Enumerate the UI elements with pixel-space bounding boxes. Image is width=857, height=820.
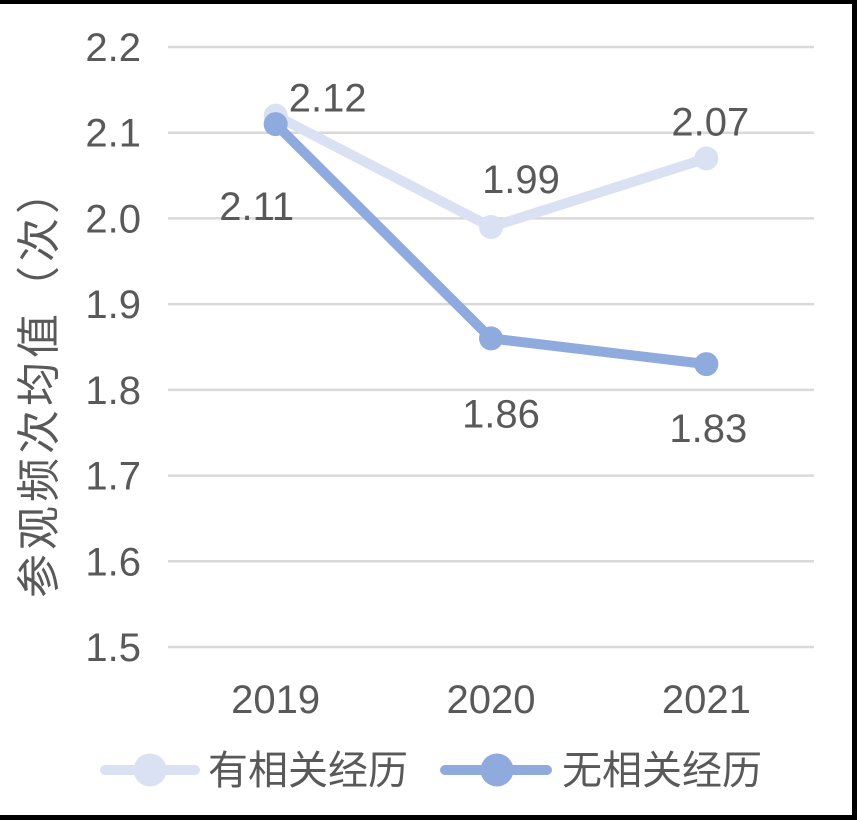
legend: 有相关经历 无相关经历 bbox=[100, 749, 762, 793]
y-tick-label: 2.2 bbox=[85, 26, 141, 70]
data-label: 2.11 bbox=[219, 185, 294, 229]
legend-label: 无相关经历 bbox=[562, 749, 762, 793]
data-labels-group: 2.12 1.99 2.07 2.11 1.86 1.83 bbox=[219, 77, 749, 452]
y-axis-title: 参观频次均值（次） bbox=[15, 166, 64, 598]
data-point bbox=[694, 146, 719, 171]
x-axis-label: 2021 bbox=[662, 678, 751, 722]
y-tick-label: 1.8 bbox=[85, 369, 141, 413]
data-label: 1.83 bbox=[669, 407, 747, 451]
y-axis-tick-labels: 2.2 2.1 2.0 1.9 1.8 1.7 1.6 1.5 bbox=[85, 26, 141, 670]
y-tick-label: 2.0 bbox=[85, 197, 141, 241]
data-label: 1.86 bbox=[462, 392, 540, 436]
chart-canvas: 2.12 1.99 2.07 2.11 1.86 1.83 2.2 2.1 2.0 1.9 1.8… bbox=[15, 26, 814, 793]
y-tick-label: 1.5 bbox=[85, 626, 141, 670]
y-tick-label: 1.7 bbox=[85, 455, 141, 499]
series-group bbox=[263, 103, 719, 377]
data-label: 1.99 bbox=[482, 158, 560, 202]
legend-item: 无相关经历 bbox=[440, 749, 762, 793]
y-tick-label: 2.1 bbox=[85, 112, 141, 156]
x-axis-label: 2020 bbox=[447, 678, 536, 722]
x-axis-label: 2019 bbox=[231, 678, 320, 722]
data-label: 2.12 bbox=[289, 77, 367, 121]
legend-marker-icon bbox=[480, 753, 514, 787]
y-tick-label: 1.6 bbox=[85, 540, 141, 584]
legend-label: 有相关经历 bbox=[208, 749, 408, 793]
legend-item: 有相关经历 bbox=[100, 749, 408, 793]
data-point bbox=[479, 326, 503, 351]
data-label: 2.07 bbox=[671, 100, 749, 144]
x-axis-tick-labels: 2019 2020 2021 bbox=[231, 678, 751, 722]
data-point bbox=[263, 112, 288, 137]
y-tick-label: 1.9 bbox=[85, 283, 141, 327]
data-point bbox=[694, 352, 719, 377]
data-point bbox=[479, 215, 503, 239]
legend-marker-icon bbox=[133, 753, 167, 787]
